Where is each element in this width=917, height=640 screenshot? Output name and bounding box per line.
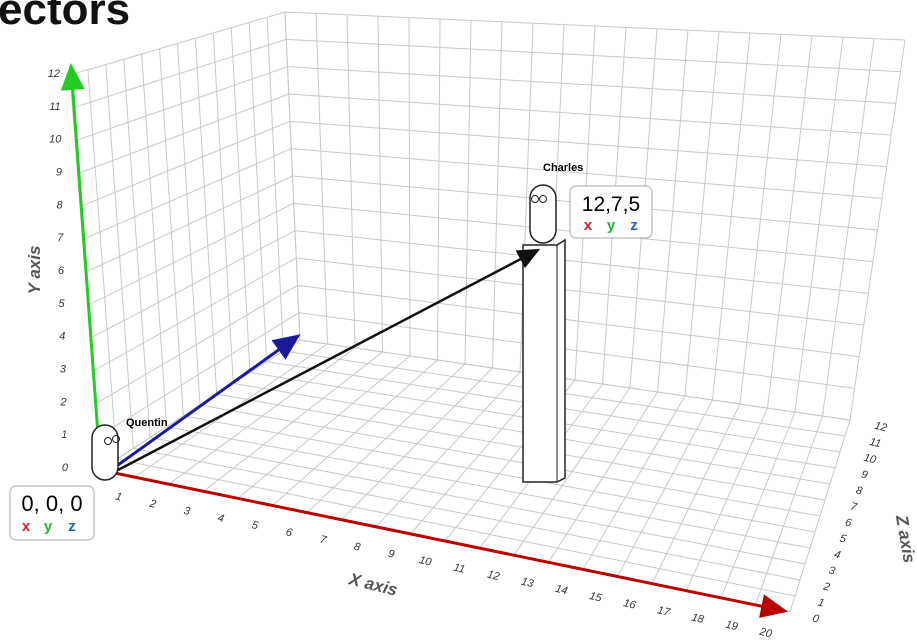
y-axis-line [71, 66, 100, 462]
z-tick-label: 7 [849, 501, 859, 514]
charles-figure [530, 185, 556, 243]
component-z: z [630, 217, 638, 234]
x-tick-label: 19 [724, 619, 739, 634]
z-tick-label: 3 [828, 565, 838, 578]
position-vector [118, 250, 538, 470]
title: ectors [0, 0, 130, 34]
z-tick-label: 11 [868, 436, 882, 450]
z-tick-label: 4 [833, 549, 842, 562]
component-z: z [68, 518, 76, 535]
component-y: y [44, 518, 53, 535]
character-name: Charles [543, 162, 583, 174]
x-tick-label: 15 [588, 590, 604, 605]
z-tick-label: 6 [844, 517, 854, 530]
y-tick-label: 8 [57, 199, 64, 211]
grid-line [217, 394, 825, 500]
coords: 12,7,5 [582, 193, 640, 216]
x-tick-label: 7 [319, 533, 329, 546]
x-tick-label: 1 [114, 491, 123, 504]
x-tick-label: 16 [622, 597, 638, 612]
x-tick-label: 11 [452, 561, 466, 575]
grid-line [95, 285, 298, 404]
x-tick-label: 3 [182, 505, 192, 518]
x-tick-label: 2 [147, 497, 157, 510]
x-tick-label: 8 [353, 541, 363, 554]
y-tick-label: 3 [60, 364, 67, 376]
x-tick-label: 5 [251, 519, 261, 532]
y-axis-label: Y axis [25, 246, 44, 295]
y-tick-label: 11 [49, 101, 60, 113]
x-tick-label: 4 [216, 512, 225, 525]
y-tick-label: 2 [60, 396, 67, 408]
y-tick-label: 5 [59, 298, 66, 310]
z-axis-label: Z axis [892, 513, 917, 565]
z-tick-label: 10 [862, 452, 878, 467]
grid [70, 12, 905, 612]
y-tick-label: 7 [57, 232, 64, 244]
component-x: x [22, 518, 31, 535]
grid-line [73, 39, 287, 108]
x-tick-label: 14 [554, 583, 569, 598]
x-tick-label: 13 [520, 576, 536, 591]
character-name: Quentin [126, 417, 168, 429]
z-tick-label: 5 [838, 533, 848, 546]
x-axis-label: X axis [346, 569, 399, 600]
y-tick-label: 1 [61, 429, 67, 441]
z-tick-label: 1 [817, 597, 826, 610]
x-tick-label: 20 [757, 626, 774, 640]
x-tick-label: 17 [656, 604, 672, 619]
component-x: x [584, 217, 593, 234]
z-tick-label: 2 [821, 580, 831, 593]
x-tick-label: 10 [418, 554, 434, 569]
grid-line [117, 459, 795, 596]
quentin-figure [92, 425, 118, 480]
y-tick-label: 4 [59, 331, 65, 343]
x-tick-label: 9 [387, 548, 396, 561]
z-tick-label: 12 [873, 420, 888, 435]
z-tick-label: 0 [811, 613, 821, 626]
pillar [523, 240, 565, 482]
vector-diagram: ectors Quentin 0, 0, 0 x y z Charles 12,… [0, 0, 917, 640]
z-vector [118, 336, 298, 465]
y-tick-label: 6 [58, 265, 65, 277]
y-tick-label: 10 [49, 134, 62, 146]
x-tick-label: 12 [486, 569, 501, 584]
y-tick-label: 12 [48, 68, 60, 80]
x-tick-label: 6 [285, 526, 295, 539]
grid-line [93, 258, 297, 371]
coords: 0, 0, 0 [21, 491, 82, 516]
component-y: y [607, 217, 616, 234]
z-tick-label: 9 [860, 469, 869, 482]
x-tick-label: 18 [690, 611, 706, 626]
y-tick-label: 0 [62, 462, 69, 474]
grid-line [200, 405, 820, 516]
y-tick-label: 9 [56, 167, 62, 179]
z-tick-label: 8 [855, 485, 865, 498]
